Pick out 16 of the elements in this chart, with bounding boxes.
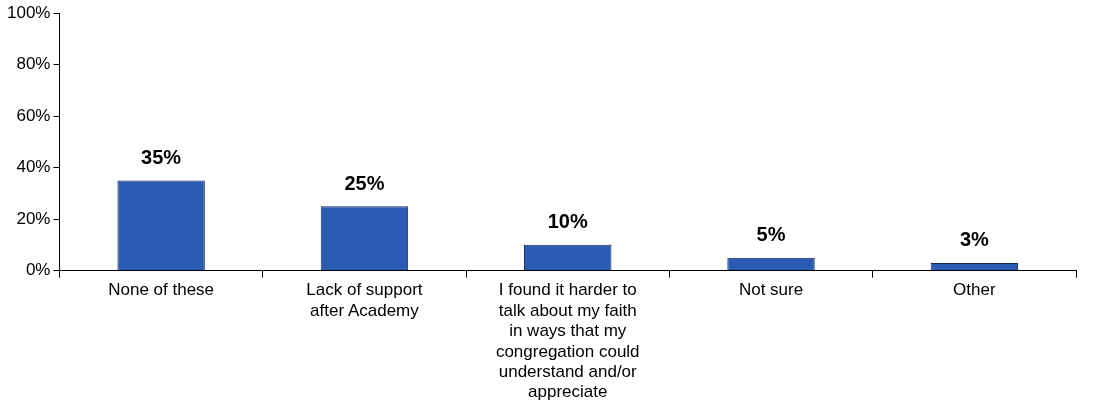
data-label: 10% (547, 210, 588, 233)
data-label: 3% (959, 228, 990, 251)
y-tick-label: 100% (7, 2, 51, 22)
y-tick-label: 80% (16, 54, 51, 74)
y-tick-label: 40% (16, 157, 51, 177)
x-tick-label: I found it harder to talk about my faith in ways that my congregation could understand and/or appreciate (495, 280, 640, 402)
y-tick-label: 60% (16, 105, 51, 125)
y-tick-label: 0% (25, 260, 51, 280)
x-tick-label: None of these (108, 280, 215, 300)
data-label: 35% (141, 146, 182, 169)
x-tick-label: Not sure (738, 280, 804, 300)
y-tick-label: 20% (16, 208, 51, 228)
x-tick-label: Lack of support after Academy (306, 280, 423, 320)
x-tick-label: Other (953, 280, 996, 300)
data-label: 5% (756, 223, 786, 246)
data-label: 25% (344, 171, 385, 194)
